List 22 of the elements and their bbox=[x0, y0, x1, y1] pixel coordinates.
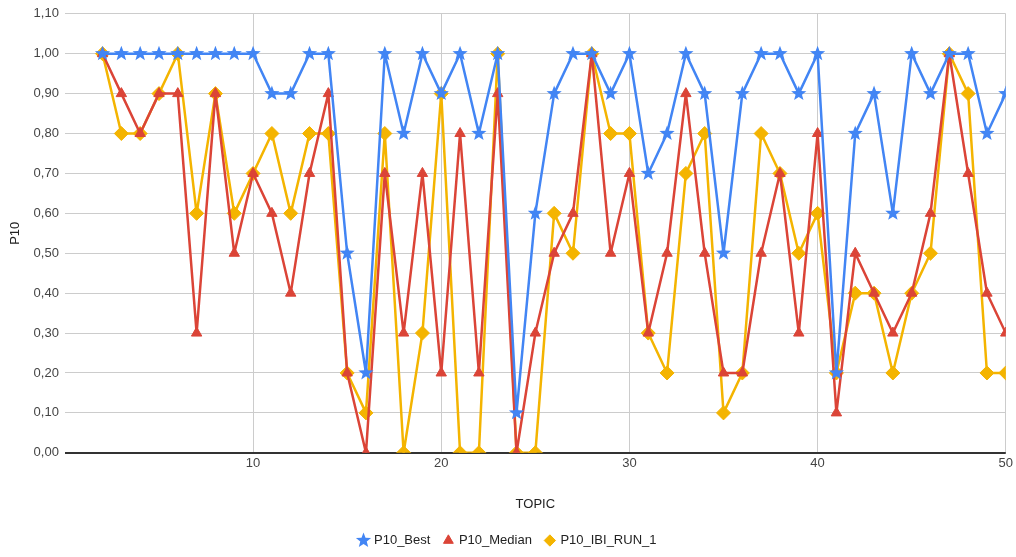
x-axis-title: TOPIC bbox=[515, 495, 556, 511]
x-tick-label: 10 bbox=[245, 455, 261, 471]
y-tick-label: 0,20 bbox=[33, 364, 59, 380]
legend-label: P10_Median bbox=[458, 532, 532, 548]
y-tick-label: 0,80 bbox=[33, 125, 59, 141]
y-tick-label: 1,00 bbox=[33, 45, 59, 61]
x-tick-label: 50 bbox=[998, 455, 1013, 471]
y-tick-label: 0,00 bbox=[33, 444, 59, 460]
y-tick-label: 0,70 bbox=[33, 165, 59, 181]
y-tick-label: 0,40 bbox=[33, 284, 59, 300]
y-axis-title: P10 bbox=[7, 221, 23, 245]
legend-label: P10_IBI_RUN_1 bbox=[560, 532, 657, 548]
y-tick-label: 0,10 bbox=[33, 404, 59, 420]
x-tick-label: 40 bbox=[810, 455, 825, 471]
y-tick-label: 0,50 bbox=[33, 244, 59, 260]
y-tick-label: 0,90 bbox=[33, 85, 59, 101]
y-tick-label: 1,10 bbox=[33, 5, 59, 21]
y-tick-label: 0,30 bbox=[33, 324, 59, 340]
legend-label: P10_Best bbox=[374, 532, 431, 548]
x-tick-label: 20 bbox=[434, 455, 449, 471]
x-tick-label: 30 bbox=[622, 455, 637, 471]
y-tick-label: 0,60 bbox=[33, 204, 59, 220]
